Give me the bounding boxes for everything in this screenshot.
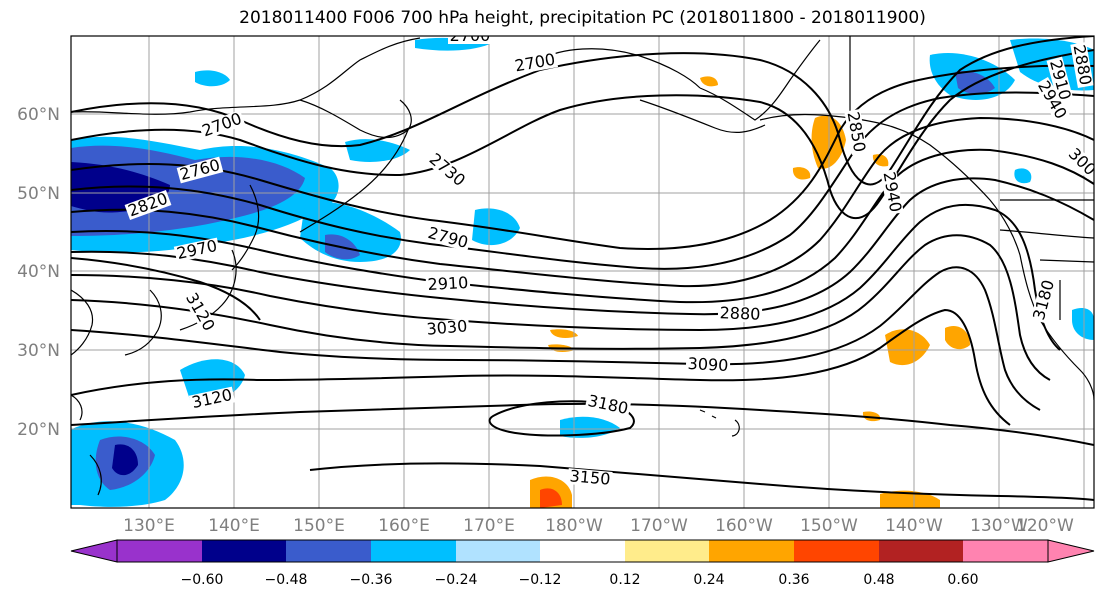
lon-tick-label: 170°E	[463, 516, 515, 536]
contour-label: 3090	[687, 354, 729, 375]
colorbar-tick-label: −0.60	[181, 572, 224, 588]
lon-tick-label: 140°W	[885, 516, 943, 536]
graticule	[71, 36, 1094, 508]
contour-label: 3030	[426, 316, 468, 338]
contour-label: 2880	[719, 303, 760, 323]
colorbar-tick-label: 0.12	[609, 572, 640, 588]
colorbar-tick-label: −0.48	[265, 572, 308, 588]
lat-tick-label: 30°N	[17, 341, 60, 361]
colorbar-tick-label: 0.24	[693, 572, 724, 588]
lon-tick-label: 170°W	[630, 516, 688, 536]
lon-tick-label: 180°W	[545, 516, 603, 536]
contour-label: 2700	[450, 26, 491, 45]
lon-tick-label: 130°E	[123, 516, 175, 536]
colorbar-bin	[625, 540, 709, 562]
map-title: 2018011400 F006 700 hPa height, precipit…	[239, 8, 926, 28]
lat-tick-label: 60°N	[17, 105, 60, 125]
colorbar-bin	[540, 540, 625, 562]
contour-label: 2700	[513, 50, 556, 76]
lon-tick-label: 140°E	[208, 516, 260, 536]
contour-label: 2910	[427, 273, 469, 294]
lon-axis: 130°E 140°E 150°E 160°E 170°E 180°W 170°…	[123, 516, 1074, 536]
colorbar-bin	[371, 540, 456, 562]
colorbar-tick-label: 0.48	[863, 572, 894, 588]
precip-positive-shading	[530, 76, 970, 508]
contour-label: 2850	[844, 110, 870, 153]
colorbar-tick-label: 0.60	[947, 572, 978, 588]
colorbar-bin	[709, 540, 794, 562]
contour-label: 3150	[569, 466, 611, 488]
height-contours	[71, 36, 1094, 501]
lat-tick-label: 50°N	[17, 184, 60, 204]
lat-tick-label: 20°N	[17, 420, 60, 440]
colorbar-bin	[879, 540, 963, 562]
contour-label: 300	[1065, 144, 1100, 179]
colorbar-extend-low	[70, 539, 118, 563]
lat-tick-label: 40°N	[17, 262, 60, 282]
colorbar-tick-label: 0.36	[778, 572, 809, 588]
colorbar-bin	[286, 540, 371, 562]
contour-label: 3180	[586, 391, 630, 418]
contour-label: 2940	[880, 170, 906, 213]
lon-tick-label: 160°E	[378, 516, 430, 536]
lon-tick-label: 120°W	[1016, 516, 1074, 536]
colorbar-bin	[963, 540, 1048, 562]
map-frame	[70, 35, 1095, 509]
colorbar-tick-label: −0.12	[519, 572, 562, 588]
colorbar-tick-label: −0.24	[435, 572, 478, 588]
lon-tick-label: 150°W	[800, 516, 858, 536]
colorbar-bin	[794, 540, 879, 562]
colorbar-bin	[117, 540, 202, 562]
colorbar-bin	[202, 540, 286, 562]
colorbar: −0.60 −0.48 −0.36 −0.24 −0.12 0.12 0.24 …	[70, 539, 1095, 588]
contour-label: 2790	[426, 223, 470, 252]
lon-tick-label: 150°E	[293, 516, 345, 536]
colorbar-tick-label: −0.36	[350, 572, 393, 588]
lat-axis: 60°N 50°N 40°N 30°N 20°N	[17, 105, 60, 440]
lon-tick-label: 160°W	[715, 516, 773, 536]
colorbar-extend-high	[1047, 539, 1095, 563]
colorbar-bin	[456, 540, 540, 562]
contour-labels: 2700 2700 2760 2700 2730 2820 2790 2970 …	[124, 26, 1100, 489]
lon-tick-label: 130°W	[970, 516, 1028, 536]
